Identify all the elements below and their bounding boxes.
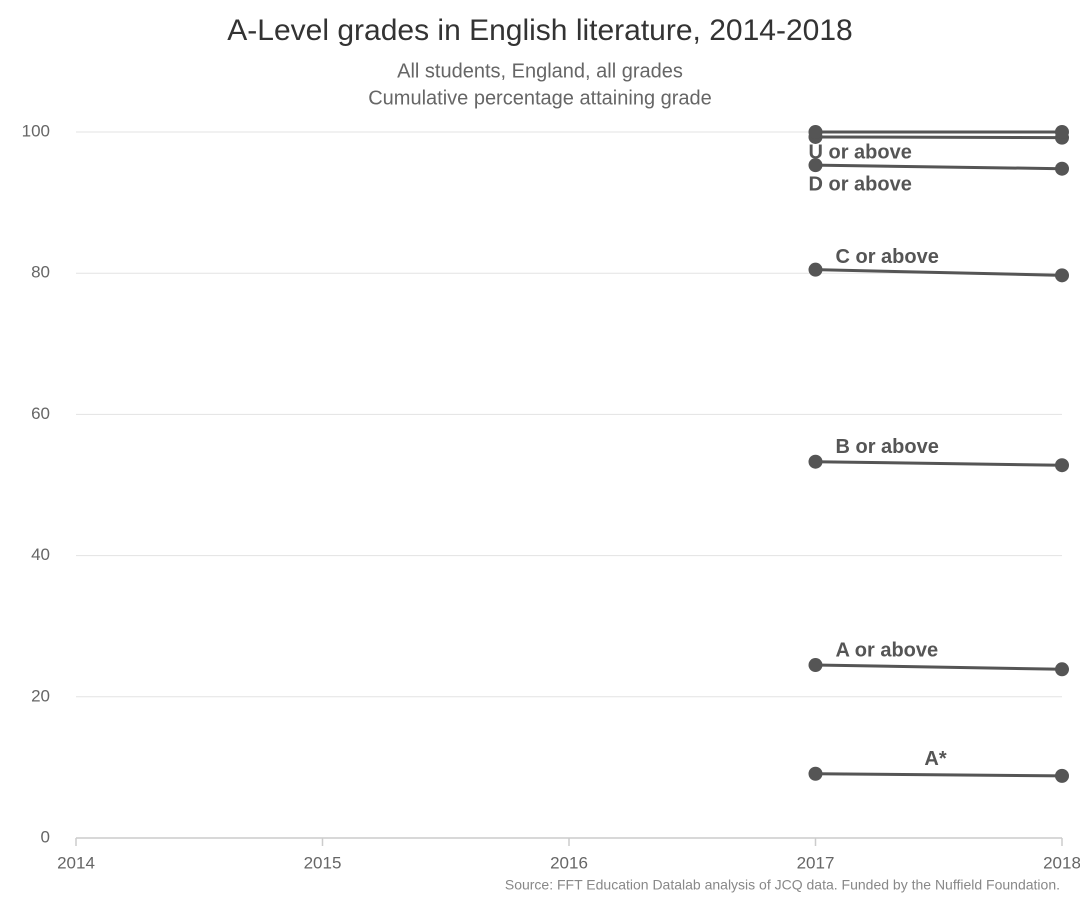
x-tick-label: 2015 bbox=[304, 853, 342, 872]
point bbox=[808, 454, 823, 469]
source-note: Source: FFT Education Datalab analysis o… bbox=[505, 877, 1060, 893]
x-tick-label: 2018 bbox=[1043, 853, 1080, 872]
point bbox=[808, 658, 823, 673]
x-tick-label: 2016 bbox=[550, 853, 588, 872]
series-label: D or above bbox=[809, 173, 912, 195]
y-tick-label: 40 bbox=[31, 545, 50, 564]
point bbox=[1055, 161, 1069, 176]
series-label: C or above bbox=[836, 246, 939, 268]
point bbox=[808, 262, 823, 277]
point bbox=[1055, 458, 1069, 473]
series-line bbox=[815, 460, 1063, 467]
point bbox=[808, 158, 823, 173]
chart-subtitle: Cumulative percentage attaining grade bbox=[368, 87, 712, 109]
chart-title: A-Level grades in English literature, 20… bbox=[227, 14, 852, 47]
point bbox=[1055, 768, 1069, 783]
point bbox=[808, 766, 823, 781]
y-tick-label: 0 bbox=[41, 827, 50, 846]
series-label: B or above bbox=[836, 436, 939, 458]
y-tick-label: 100 bbox=[22, 121, 50, 140]
point bbox=[808, 125, 823, 139]
series-line bbox=[815, 772, 1063, 778]
y-tick-label: 80 bbox=[31, 263, 50, 282]
point bbox=[1055, 125, 1069, 139]
series-line bbox=[815, 663, 1063, 671]
point bbox=[1055, 662, 1069, 677]
chart-subtitle: All students, England, all grades bbox=[397, 60, 683, 82]
series-label: A or above bbox=[836, 639, 939, 661]
y-tick-label: 20 bbox=[31, 686, 50, 705]
series-line bbox=[815, 135, 1063, 140]
series-line bbox=[815, 163, 1063, 171]
series-label: A* bbox=[924, 748, 946, 770]
x-tick-label: 2014 bbox=[57, 853, 95, 872]
point bbox=[1055, 268, 1069, 283]
x-tick-label: 2017 bbox=[797, 853, 835, 872]
series-line bbox=[815, 268, 1063, 277]
y-tick-label: 60 bbox=[31, 404, 50, 423]
series-label: U or above bbox=[809, 141, 912, 163]
